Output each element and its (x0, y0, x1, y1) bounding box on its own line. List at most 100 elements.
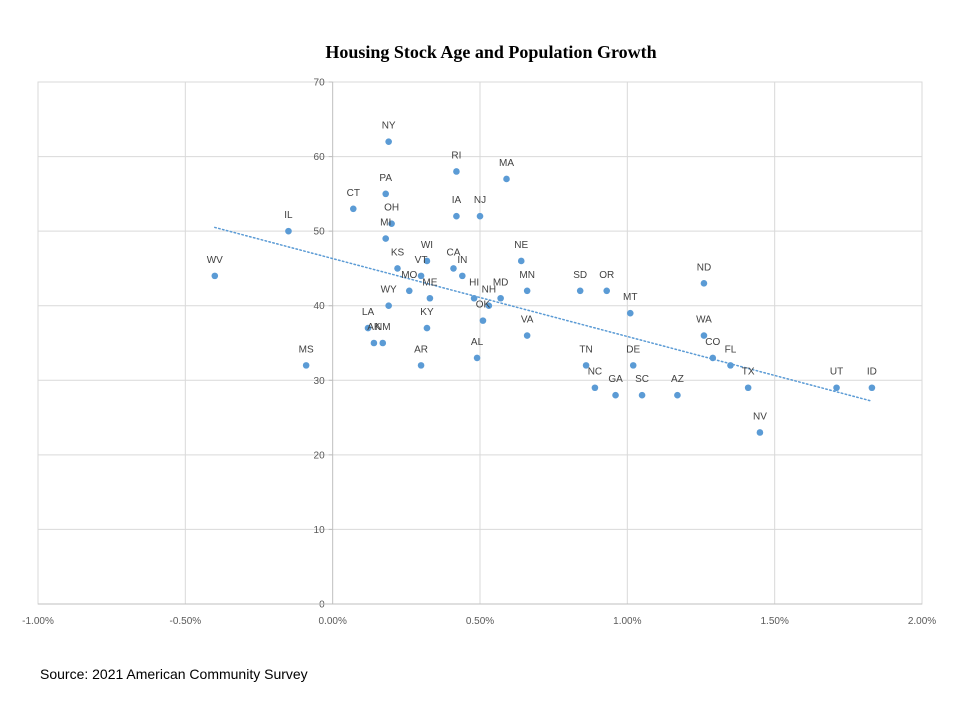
data-label-wv: WV (207, 255, 223, 266)
data-point-la (364, 324, 372, 332)
axis-layer: 0 10 20 30 40 50 60 70 -1.00% -0.50% 0.00% 0.50% 1.0… (22, 78, 936, 628)
x-tick-label: 2.00% (908, 616, 936, 627)
data-point-wi (423, 257, 431, 265)
data-label-ne: NE (514, 240, 528, 251)
data-label-sc: SC (635, 374, 649, 385)
data-point-hi (470, 294, 478, 302)
data-point-or (603, 287, 611, 295)
data-point-co (709, 354, 717, 362)
data-label-ut: UT (830, 367, 843, 378)
data-label-nc: NC (588, 367, 602, 378)
x-tick-label: -1.00% (22, 616, 54, 627)
data-point-ut (833, 384, 840, 392)
data-label-mi: MI (380, 218, 391, 229)
data-point-ok (479, 317, 487, 324)
x-tick-label: 0.50% (466, 616, 494, 627)
data-label-ca: CA (447, 247, 461, 258)
data-point-nh (485, 302, 493, 310)
grid-layer (37, 81, 923, 605)
data-label-hi: HI (469, 277, 479, 288)
data-point-wa (700, 332, 708, 339)
data-point-ma (503, 175, 510, 183)
data-point-az (674, 391, 681, 399)
point-layer (211, 138, 876, 436)
data-point-fl (727, 362, 734, 369)
x-tick-label: 1.00% (613, 616, 641, 627)
y-tick-label: 60 (314, 152, 326, 163)
data-point-mi (382, 235, 390, 242)
y-tick-label: 10 (314, 525, 326, 536)
data-point-tx (744, 384, 752, 392)
data-label-mt: MT (623, 292, 637, 303)
trendline (214, 226, 873, 402)
data-point-in (459, 272, 466, 280)
data-label-mo: MO (401, 270, 417, 281)
data-label-ia: IA (452, 195, 462, 206)
data-label-ar: AR (414, 344, 428, 355)
data-label-nm: NM (375, 322, 391, 333)
data-label-sd: SD (573, 270, 587, 281)
data-point-ak (370, 339, 378, 347)
data-point-ne (517, 257, 525, 265)
y-tick-label: 30 (314, 376, 326, 387)
data-point-de (629, 362, 637, 369)
data-label-nd: ND (697, 262, 711, 273)
data-label-il: IL (284, 210, 293, 221)
data-point-ct (349, 205, 357, 213)
data-point-nm (379, 339, 387, 347)
data-point-nv (756, 429, 764, 436)
data-point-me (426, 294, 434, 302)
data-label-vt: VT (415, 255, 428, 266)
data-point-mn (523, 287, 531, 295)
x-tick-label: 1.50% (760, 616, 788, 627)
data-point-nc (591, 384, 599, 392)
data-label-nv: NV (753, 411, 767, 422)
source-note: Source: 2021 American Community Survey (40, 666, 308, 682)
data-label-fl: FL (725, 344, 737, 355)
x-tick-label: -0.50% (169, 616, 201, 627)
data-label-md: MD (493, 277, 509, 288)
data-point-il (285, 227, 292, 235)
data-point-wy (385, 302, 392, 310)
data-label-co: CO (705, 337, 720, 348)
data-label-ky: KY (420, 307, 434, 318)
y-tick-label: 40 (314, 301, 326, 312)
data-point-mo (405, 287, 413, 295)
data-point-nj (476, 212, 484, 220)
data-point-md (497, 294, 504, 302)
data-point-nd (700, 280, 708, 287)
data-label-wa: WA (696, 315, 712, 326)
data-label-tx: TX (742, 367, 755, 378)
y-tick-label: 50 (314, 227, 326, 238)
data-point-sc (638, 391, 646, 399)
data-point-ks (394, 265, 401, 272)
data-label-ri: RI (451, 150, 461, 161)
data-point-al (473, 354, 481, 362)
x-tick-label: 0.00% (318, 616, 346, 627)
data-point-ms (302, 362, 310, 369)
data-point-ia (453, 212, 460, 220)
data-point-oh (388, 220, 395, 227)
data-label-ma: MA (499, 158, 514, 169)
data-label-de: DE (626, 344, 640, 355)
y-tick-label: 0 (319, 600, 325, 611)
data-label-me: ME (422, 277, 437, 288)
data-label-pa: PA (379, 173, 392, 184)
data-label-oh: OH (384, 203, 399, 214)
data-point-ca (450, 265, 457, 272)
chart-title: Housing Stock Age and Population Growth (325, 42, 657, 62)
data-label-ak: AK (367, 322, 381, 333)
data-point-ky (423, 324, 431, 332)
data-label-nh: NH (482, 285, 496, 296)
data-label-la: LA (362, 307, 375, 318)
data-point-ga (612, 391, 619, 399)
data-point-id (868, 384, 876, 392)
data-label-ks: KS (391, 247, 405, 258)
data-point-mt (626, 309, 634, 317)
data-label-ny: NY (382, 121, 396, 132)
y-tick-label: 20 (314, 450, 326, 461)
data-label-or: OR (599, 270, 614, 281)
data-point-va (523, 332, 531, 339)
data-label-in: IN (457, 255, 467, 266)
